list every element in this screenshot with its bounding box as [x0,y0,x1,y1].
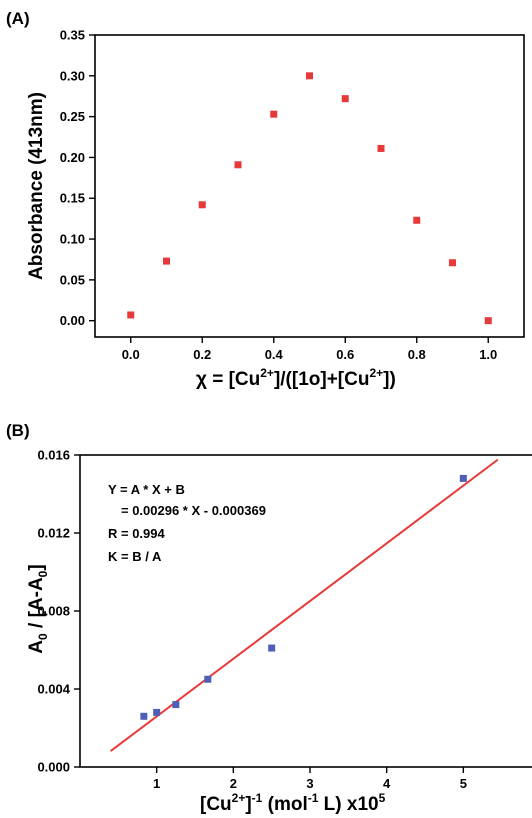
panel-b-data-points [140,474,467,720]
fit-equation-line-1: Y = A * X + B [108,482,185,497]
y-tick-label: 0.35 [60,28,85,43]
fit-r-value: R = 0.994 [108,526,166,541]
x-tick-label: 5 [460,776,467,791]
panel-a-label: (A) [6,9,30,28]
data-point [234,161,242,169]
panel-b-x-ticks: 123456 [153,767,467,791]
data-point [413,216,421,224]
y-tick-label: 0.05 [60,272,85,287]
panel-a-data-points [127,72,492,325]
data-point [172,701,180,709]
data-point [198,201,206,209]
x-tick-label: 4 [383,776,391,791]
fit-k-definition: K = B / A [108,549,162,564]
y-tick-label: 0.10 [60,232,85,247]
y-tick-label: 0.016 [37,448,70,463]
x-tick-label: 0.2 [193,347,211,362]
data-point [204,675,212,683]
x-tick-label: 0.8 [408,347,426,362]
data-point [268,644,276,652]
panel-a-x-ticks: 0.0 0.2 0.4 0.6 0.8 1.0 [122,337,497,362]
panel-b-plot-frame [79,454,532,768]
x-tick-label: 0.4 [265,347,284,362]
y-tick-label: 0.25 [60,109,85,124]
data-point [341,95,349,103]
data-point [140,712,148,720]
y-tick-label: 0.20 [60,150,85,165]
x-tick-label: 1.0 [479,347,497,362]
data-point [484,317,492,325]
y-tick-label: 0.004 [37,682,70,697]
panel-b-label: (B) [6,421,30,440]
y-tick-label: 0.15 [60,191,85,206]
x-tick-label: 0.6 [336,347,354,362]
data-point [306,72,313,80]
data-point [153,708,161,716]
y-tick-label: 0.30 [60,68,85,83]
panel-b-y-ticks: 0.000 0.004 0.008 0.012 0.016 [37,448,80,775]
data-point [163,257,170,265]
data-point [449,259,456,267]
fit-equation-line-2: = 0.00296 * X - 0.000369 [121,503,266,518]
data-point [270,110,278,118]
panel-a: (A) 0.00 0.05 0.10 0.15 0.20 0.25 0.30 0.35 0.0… [6,9,525,390]
x-tick-label: 0.0 [122,347,140,362]
data-point [459,474,467,482]
panel-a-x-axis-title: χ = [Cu2+]/([1o]+[Cu2+]) [196,366,396,390]
x-tick-label: 3 [306,776,313,791]
y-tick-label: 0.008 [37,604,70,619]
y-tick-label: 0.000 [37,760,70,775]
data-point [127,311,135,319]
panel-a-plot-frame [94,34,525,338]
panel-a-y-axis-title: Absorbance (413nm) [26,92,47,280]
x-tick-label: 1 [153,776,160,791]
panel-b-y-axis-title: A0 / [A-A0] [26,564,50,653]
y-tick-label: 0.00 [60,313,85,328]
y-tick-label: 0.012 [37,526,70,541]
panel-a-y-ticks: 0.00 0.05 0.10 0.15 0.20 0.25 0.30 0.35 [60,28,95,328]
data-point [377,144,385,152]
x-tick-label: 2 [230,776,237,791]
panel-b-x-axis-title: [Cu2+]-1 (mol-1 L) x105 [200,791,386,815]
